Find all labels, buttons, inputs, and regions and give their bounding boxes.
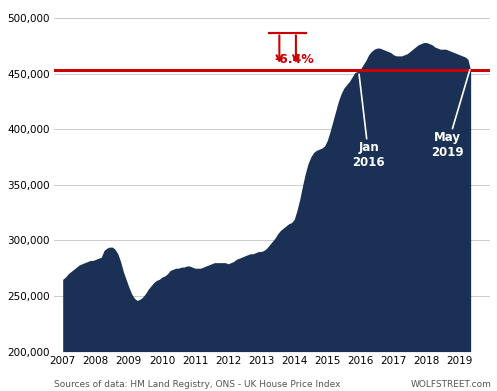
Text: May
2019: May 2019 — [431, 70, 470, 160]
Text: Jan
2016: Jan 2016 — [352, 74, 385, 169]
Text: WOLFSTREET.com: WOLFSTREET.com — [411, 380, 492, 389]
Text: -6.4%: -6.4% — [274, 53, 314, 66]
Text: Sources of data: HM Land Registry, ONS - UK House Price Index: Sources of data: HM Land Registry, ONS -… — [55, 380, 341, 389]
